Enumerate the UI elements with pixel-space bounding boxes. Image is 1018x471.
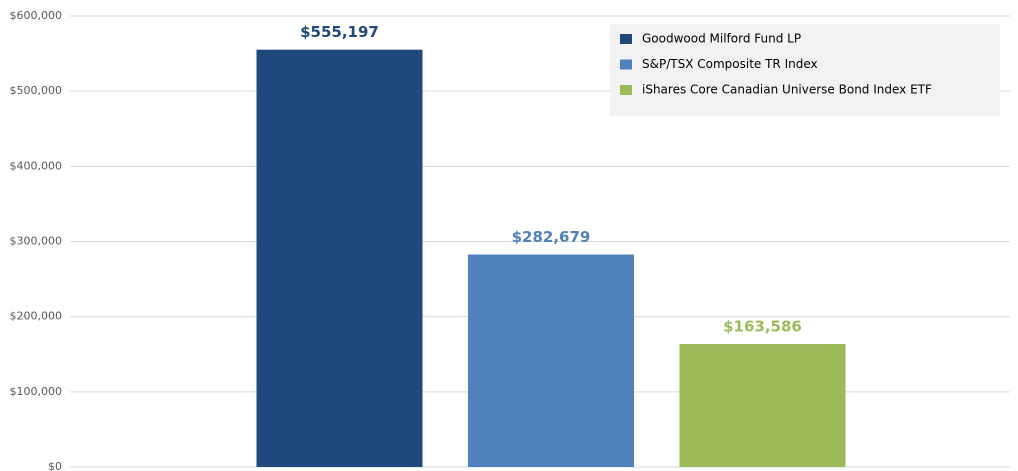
legend-swatch [620,85,632,95]
y-tick-label: $0 [48,460,62,471]
legend-label: Goodwood Milford Fund LP [642,32,801,46]
legend-swatch [620,59,632,70]
y-tick-label: $300,000 [10,235,63,248]
bar [256,49,423,468]
legend-swatch [620,34,632,44]
y-tick-label: $100,000 [10,385,63,398]
y-tick-label: $500,000 [10,84,63,97]
legend-label: iShares Core Canadian Universe Bond Inde… [642,83,932,97]
y-tick-label: $600,000 [10,9,63,22]
bar [679,344,846,467]
bar [468,254,634,467]
y-tick-label: $200,000 [10,310,63,323]
y-tick-label: $400,000 [10,159,63,172]
value-label: $282,679 [512,228,591,246]
value-label: $555,197 [300,23,379,41]
value-label: $163,586 [723,318,802,336]
legend-label: S&P/TSX Composite TR Index [642,57,818,71]
legend-box [610,24,1000,116]
